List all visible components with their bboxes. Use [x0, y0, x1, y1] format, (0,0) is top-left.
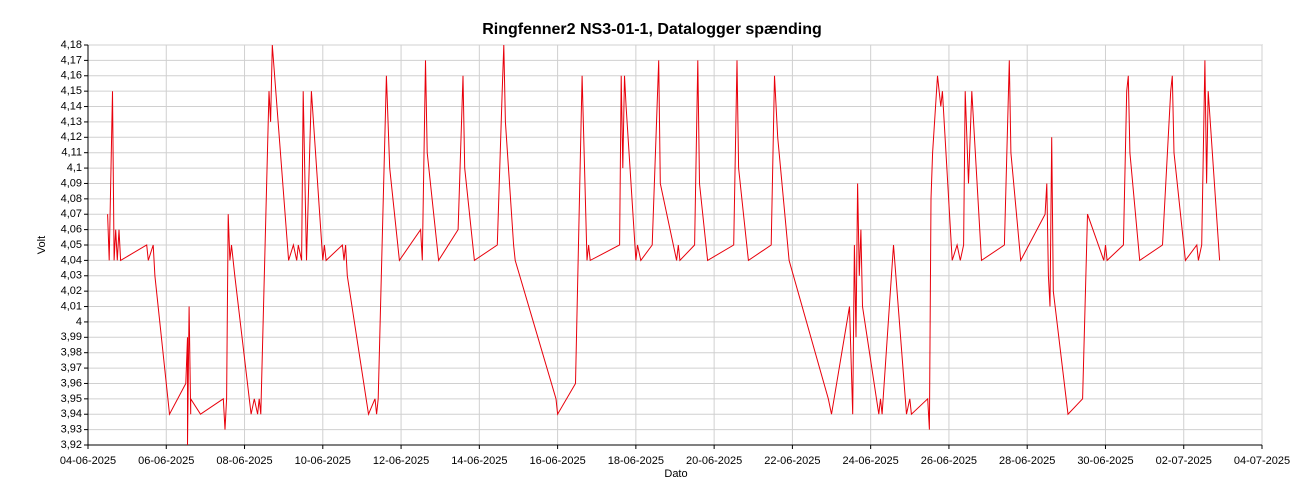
y-tick-label: 4,08: [61, 193, 82, 205]
x-tick-label: 24-06-2025: [843, 455, 899, 467]
y-tick-label: 4,12: [61, 131, 82, 143]
x-axis-label: Dato: [664, 468, 687, 480]
x-tick-label: 10-06-2025: [295, 455, 351, 467]
y-tick-label: 4,1: [67, 162, 82, 174]
x-tick-label: 06-06-2025: [138, 455, 194, 467]
y-tick-label: 4,04: [61, 254, 82, 266]
y-axis-label: Volt: [36, 236, 48, 254]
x-tick-label: 12-06-2025: [373, 455, 429, 467]
x-tick-label: 14-06-2025: [451, 455, 507, 467]
y-tick-label: 3,97: [61, 362, 82, 374]
y-tick-label: 4,13: [61, 116, 82, 128]
data-line: [107, 44, 1221, 446]
y-tick-label: 4,03: [61, 270, 82, 282]
x-tick-label: 02-07-2025: [1156, 455, 1212, 467]
y-tick-label: 3,94: [61, 408, 82, 420]
y-tick-label: 4,09: [61, 177, 82, 189]
y-tick-label: 4,01: [61, 300, 82, 312]
y-tick-label: 3,93: [61, 424, 82, 436]
y-tick-label: 4,17: [61, 54, 82, 66]
y-tick-label: 3,95: [61, 393, 82, 405]
y-tick-label: 4,05: [61, 239, 82, 251]
y-tick-label: 4,06: [61, 224, 82, 236]
x-tick-label: 30-06-2025: [1077, 455, 1133, 467]
y-tick-label: 3,98: [61, 347, 82, 359]
chart-title: Ringfenner2 NS3-01-1, Datalogger spændin…: [482, 21, 822, 38]
y-tick-label: 4,07: [61, 208, 82, 220]
y-tick-label: 4: [76, 316, 82, 328]
x-tick-label: 16-06-2025: [529, 455, 585, 467]
y-tick-label: 4,11: [61, 147, 82, 159]
x-tick-label: 22-06-2025: [764, 455, 820, 467]
y-tick-label: 3,96: [61, 377, 82, 389]
x-tick-label: 20-06-2025: [686, 455, 742, 467]
x-tick-label: 18-06-2025: [608, 455, 664, 467]
y-tick-label: 4,16: [61, 70, 82, 82]
y-tick-label: 4,15: [61, 85, 82, 97]
y-tick-label: 3,92: [61, 439, 82, 451]
x-tick-label: 26-06-2025: [921, 455, 977, 467]
x-tick-label: 04-06-2025: [60, 455, 116, 467]
x-tick-label: 04-07-2025: [1234, 455, 1290, 467]
y-tick-label: 3,99: [61, 331, 82, 343]
x-tick-label: 08-06-2025: [216, 455, 272, 467]
x-tick-label: 28-06-2025: [999, 455, 1055, 467]
y-tick-label: 4,02: [61, 285, 82, 297]
y-tick-label: 4,14: [61, 100, 82, 112]
y-tick-label: 4,18: [61, 39, 82, 51]
